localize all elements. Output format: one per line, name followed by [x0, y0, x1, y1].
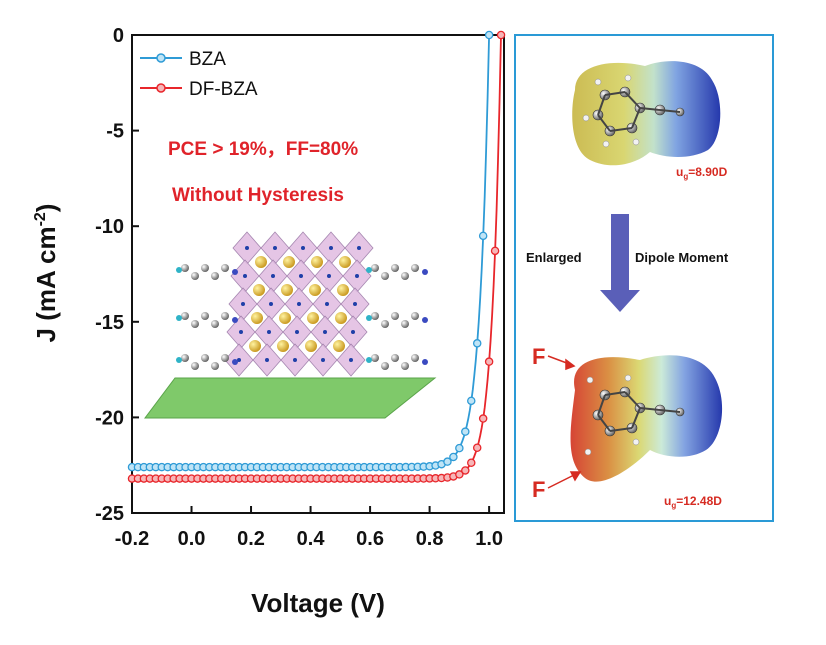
data-point-1: [455, 470, 464, 479]
y-tick-label: -20: [95, 407, 124, 429]
arrow-label-left: Enlarged: [526, 250, 582, 265]
data-point-0: [443, 457, 452, 466]
x-tick-label: 0.2: [237, 528, 265, 550]
fluorine-label-2: F: [532, 477, 545, 502]
legend-label-bza: BZA: [189, 49, 226, 70]
y-tick-label: 0: [113, 25, 124, 47]
molecule-esp-top: [572, 61, 721, 166]
y-tick-label: -25: [95, 503, 124, 525]
data-point-0: [455, 443, 464, 453]
data-point-1: [472, 443, 482, 453]
data-point-0: [461, 427, 470, 436]
x-tick-label: 0.4: [297, 528, 326, 550]
series-layer: [127, 30, 506, 483]
data-point-0: [467, 396, 476, 406]
data-point-1: [496, 30, 506, 40]
x-tick-label: 0.6: [356, 528, 384, 550]
fluorine-arrows: [547, 355, 582, 489]
data-point-1: [461, 466, 470, 475]
x-tick-label: 0.0: [178, 528, 206, 550]
x-tick-label: 1.0: [475, 528, 503, 550]
y-tick-label: -15: [95, 312, 124, 334]
plot-frame: [131, 34, 505, 514]
data-point-0: [478, 231, 488, 241]
enlarge-arrow-icon: [600, 214, 640, 312]
x-tick-label: -0.2: [115, 528, 149, 550]
data-point-1: [490, 246, 500, 256]
x-tick-label: 0.8: [416, 528, 444, 550]
arrow-label-right: Dipole Moment: [635, 250, 729, 265]
annotation-pce-ff: PCE > 19%，FF=80%: [168, 139, 358, 160]
y-tick-label: -5: [106, 121, 124, 143]
data-point-0: [484, 30, 494, 40]
molecule-esp-bottom: [570, 355, 723, 482]
y-tick-label: -10: [95, 216, 124, 238]
y-axis-ticks: 0 -5 -10 -15 -20 -25: [95, 25, 139, 525]
data-point-1: [484, 357, 494, 366]
fluorine-label-1: F: [532, 344, 545, 369]
data-point-0: [449, 452, 458, 462]
dipole-top-label: ug=8.90D: [676, 165, 728, 181]
x-axis-ticks: -0.2 0.0 0.2 0.4 0.6 0.8 1.0: [115, 506, 503, 550]
y-axis-title: J (mA cm-2): [31, 204, 61, 343]
dipole-bottom-label: ug=12.48D: [664, 494, 722, 510]
legend-label-dfbza: DF-BZA: [189, 79, 258, 100]
legend: BZA DF-BZA: [140, 49, 258, 100]
data-point-1: [467, 458, 476, 468]
annotation-hysteresis: Without Hysteresis: [172, 185, 344, 206]
data-point-1: [478, 414, 488, 423]
x-axis-title: Voltage (V): [251, 588, 385, 618]
data-point-0: [472, 339, 482, 348]
legend-marker-bza: [156, 53, 166, 63]
perovskite-structure-illustration: [144, 231, 437, 419]
legend-marker-dfbza: [156, 83, 166, 93]
